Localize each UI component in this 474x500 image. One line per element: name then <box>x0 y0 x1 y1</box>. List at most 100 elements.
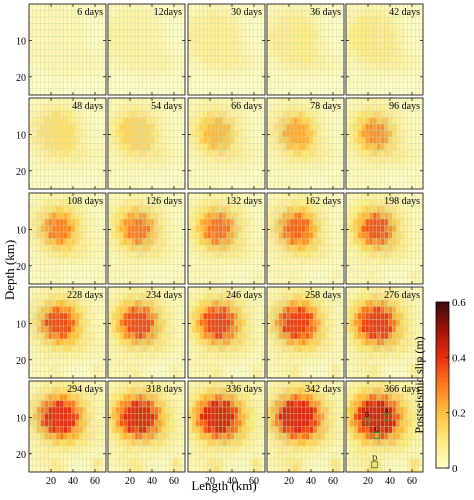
slip-cell <box>29 258 33 265</box>
slip-cell <box>195 17 200 24</box>
slip-cell <box>82 176 87 183</box>
slip-cell <box>301 193 306 200</box>
slip-cell <box>415 169 420 177</box>
slip-cell <box>203 182 208 190</box>
slip-cell <box>134 23 139 31</box>
slip-cell <box>270 225 275 233</box>
slip-cell <box>177 219 182 226</box>
slip-cell <box>40 117 45 125</box>
slip-cell <box>388 36 393 44</box>
slip-cell <box>71 199 76 207</box>
slip-cell <box>218 219 223 226</box>
slip-cell <box>222 277 227 285</box>
slip-cell <box>138 117 143 125</box>
slip-cell <box>336 36 341 44</box>
slip-cell <box>165 143 170 151</box>
slip-cell <box>309 258 314 265</box>
slip-cell <box>328 117 333 125</box>
slip-cell <box>86 251 91 259</box>
slip-cell <box>146 104 151 112</box>
slip-cell <box>340 111 345 118</box>
slip-cell <box>29 111 33 118</box>
slip-cell <box>173 225 178 233</box>
slip-cell <box>115 150 120 157</box>
slip-cell <box>40 88 45 96</box>
slip-cell <box>336 258 341 265</box>
slip-cell <box>211 182 215 190</box>
slip-cell <box>188 143 192 151</box>
slip-cell <box>131 30 135 37</box>
slip-cell <box>191 23 196 31</box>
slip-cell <box>293 49 298 57</box>
slip-cell <box>230 56 235 63</box>
slip-cell <box>67 219 72 226</box>
slip-cell <box>399 56 404 63</box>
slip-cell <box>226 251 231 259</box>
slip-cell <box>158 43 162 50</box>
slip-cell <box>332 43 337 50</box>
slip-cell <box>71 238 76 246</box>
slip-cell <box>261 219 266 226</box>
slip-cell <box>320 182 325 190</box>
slip-cell <box>108 75 112 83</box>
slip-cell <box>340 75 345 83</box>
slip-cell <box>388 62 393 70</box>
slip-cell <box>293 69 298 76</box>
slip-cell <box>59 258 64 265</box>
slip-cell <box>150 36 155 44</box>
slip-cell <box>328 264 333 272</box>
slip-cell <box>134 271 139 278</box>
slip-cell <box>150 82 155 89</box>
slip-cell <box>131 206 135 213</box>
slip-cell <box>199 156 204 164</box>
slip-cell <box>86 156 91 164</box>
slip-cell <box>380 258 385 265</box>
slip-cell <box>82 212 87 220</box>
slip-cell <box>245 75 250 83</box>
slip-cell <box>267 49 271 57</box>
slip-cell <box>181 182 186 190</box>
slip-cell <box>191 69 196 76</box>
slip-cell <box>211 88 215 96</box>
slip-cell <box>346 124 350 131</box>
slip-cell <box>274 17 279 24</box>
slip-cell <box>317 232 321 239</box>
slip-cell <box>361 212 366 220</box>
slip-cell <box>94 156 99 164</box>
slip-cell <box>309 271 314 278</box>
slip-cell <box>328 245 333 252</box>
slip-cell <box>161 88 166 96</box>
slip-cell <box>211 163 215 170</box>
slip-cell <box>29 36 33 44</box>
slip-cell <box>138 245 143 252</box>
slip-cell <box>199 206 204 213</box>
slip-cell <box>165 10 170 18</box>
slip-cell <box>52 88 56 96</box>
slip-cell <box>199 124 204 131</box>
slip-cell <box>32 156 37 164</box>
slip-cell <box>353 156 358 164</box>
slip-cell <box>241 17 246 24</box>
slip-cell <box>282 98 287 105</box>
slip-cell <box>150 62 155 70</box>
slip-cell <box>267 193 271 200</box>
slip-cell <box>320 137 325 144</box>
slip-cell <box>102 124 107 131</box>
slip-cell <box>336 17 341 24</box>
slip-cell <box>261 4 266 11</box>
slip-cell <box>75 75 80 83</box>
slip-cell <box>218 264 223 272</box>
slip-cell <box>349 251 354 259</box>
slip-cell <box>75 62 80 70</box>
slip-cell <box>365 251 370 259</box>
slip-cell <box>211 232 215 239</box>
slip-cell <box>59 56 64 63</box>
slip-cell <box>234 271 239 278</box>
slip-cell <box>119 124 124 131</box>
slip-cell <box>226 271 231 278</box>
slip-cell <box>115 143 120 151</box>
slip-cell <box>131 43 135 50</box>
slip-cell <box>305 82 310 89</box>
slip-cell <box>365 264 370 272</box>
slip-cell <box>158 124 162 131</box>
